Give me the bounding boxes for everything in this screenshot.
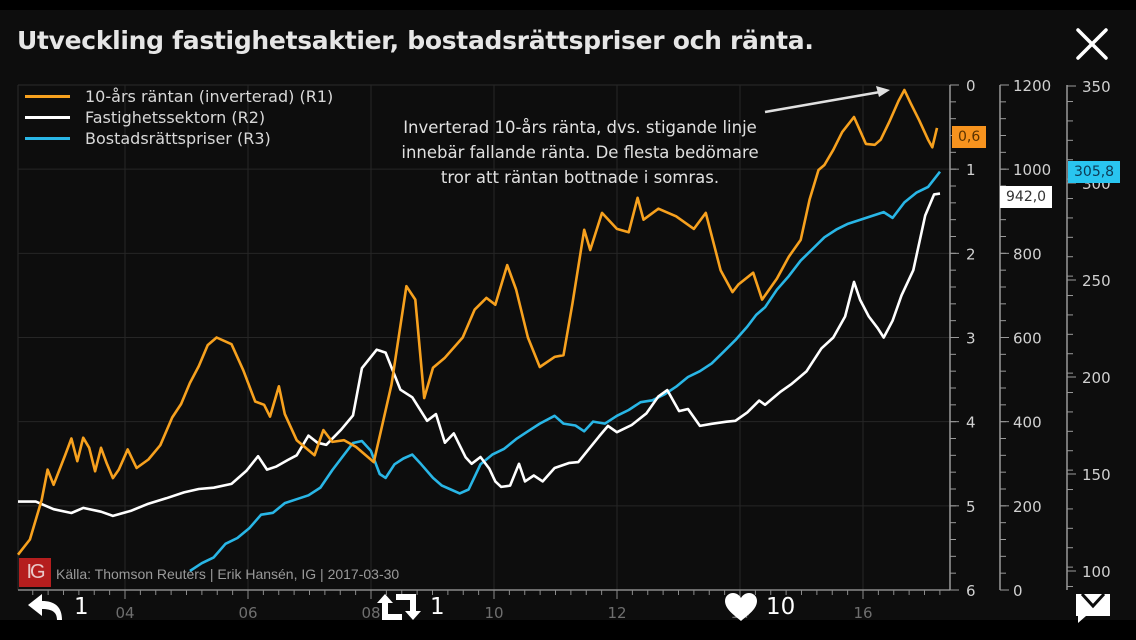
- y-tick-label-r1: 3: [966, 330, 976, 348]
- legend-label-r3: Bostadsrättspriser (R3): [85, 129, 271, 148]
- y-tick-label-r3: 150: [1082, 466, 1111, 484]
- y-tick-label-r2: 400: [1013, 414, 1042, 432]
- retweet-count: 1: [430, 594, 445, 620]
- annotation-arrow-line: [764, 90, 881, 114]
- y-tick-label-r2: 600: [1013, 330, 1042, 348]
- y-tick-label-r1: 6: [966, 582, 976, 600]
- annotation-arrow-head: [876, 86, 890, 97]
- series-line-r1: [16, 88, 939, 556]
- chart-legend: 10-års räntan (inverterad) (R1) Fastighe…: [18, 86, 333, 149]
- x-tick-label: 08: [361, 604, 380, 620]
- reply-icon: [28, 594, 62, 620]
- line-chart: 0406081012141601234561200100080060040020…: [16, 77, 1111, 620]
- like-count: 10: [766, 594, 796, 620]
- legend-label-r2: Fastighetssektorn (R2): [85, 108, 266, 127]
- x-tick-label: 10: [484, 604, 503, 620]
- y-tick-label-r3: 200: [1082, 369, 1111, 387]
- last-value-badge-r2: 942,0: [1000, 186, 1053, 208]
- x-tick-label: 12: [607, 604, 626, 620]
- status-bar-strip: [0, 0, 1136, 10]
- legend-swatch-r2: [25, 116, 70, 119]
- y-tick-label-r2: 800: [1013, 245, 1042, 263]
- annotation-line: innebär fallande ränta. De flesta bedöma…: [401, 143, 759, 162]
- x-tick-label: 06: [238, 604, 257, 620]
- like-button[interactable]: 10: [724, 592, 795, 622]
- retweet-button[interactable]: 1: [376, 592, 445, 622]
- last-value-badge-r3: 305,8: [1068, 161, 1121, 183]
- y-tick-label-r2: 1200: [1013, 77, 1051, 95]
- y-tick-label-r1: 0: [966, 77, 976, 95]
- legend-swatch-r3: [25, 137, 70, 140]
- reply-count: 1: [74, 594, 89, 620]
- mail-icon: [1076, 592, 1110, 623]
- close-icon: [1076, 28, 1108, 60]
- last-value-badge-r1: 0,6: [952, 126, 987, 148]
- series-line-r3: [189, 170, 942, 573]
- legend-item-r1: 10-års räntan (inverterad) (R1): [18, 86, 333, 107]
- legend-item-r3: Bostadsrättspriser (R3): [18, 128, 333, 149]
- annotation-line: Inverterad 10-års ränta, dvs. stigande l…: [403, 118, 757, 137]
- reply-button[interactable]: 1: [26, 592, 89, 622]
- y-tick-label-r1: 4: [966, 414, 976, 432]
- x-tick-label: 16: [853, 604, 872, 620]
- source-caption: Källa: Thomson Reuters | Erik Hansén, IG…: [56, 566, 400, 582]
- y-tick-label-r2: 1000: [1013, 161, 1051, 179]
- y-tick-label-r2: 0: [1013, 582, 1023, 600]
- y-tick-label-r3: 250: [1082, 272, 1111, 290]
- y-tick-label-r1: 2: [966, 245, 976, 263]
- bottom-strip: [0, 620, 1136, 640]
- legend-label-r1: 10-års räntan (inverterad) (R1): [85, 87, 334, 106]
- y-tick-label-r1: 1: [966, 161, 976, 179]
- legend-swatch-r1: [25, 95, 70, 98]
- y-tick-label-r3: 350: [1082, 78, 1111, 96]
- legend-item-r2: Fastighetssektorn (R2): [18, 107, 333, 128]
- message-button[interactable]: [1075, 592, 1111, 624]
- y-tick-label-r3: 100: [1082, 563, 1111, 581]
- chart-annotation: Inverterad 10-års ränta, dvs. stigande l…: [370, 115, 790, 190]
- y-tick-label-r2: 200: [1013, 498, 1042, 516]
- close-button[interactable]: [1072, 24, 1112, 64]
- ig-logo: IG: [19, 558, 51, 587]
- heart-icon: [725, 593, 757, 621]
- series-line-r2: [18, 192, 941, 518]
- retweet-icon: [377, 594, 421, 620]
- page-title: Utveckling fastighetsaktier, bostadsrätt…: [17, 26, 814, 55]
- annotation-line: tror att räntan bottnade i somras.: [440, 168, 720, 187]
- y-tick-label-r1: 5: [966, 498, 976, 516]
- x-tick-label: 04: [115, 604, 134, 620]
